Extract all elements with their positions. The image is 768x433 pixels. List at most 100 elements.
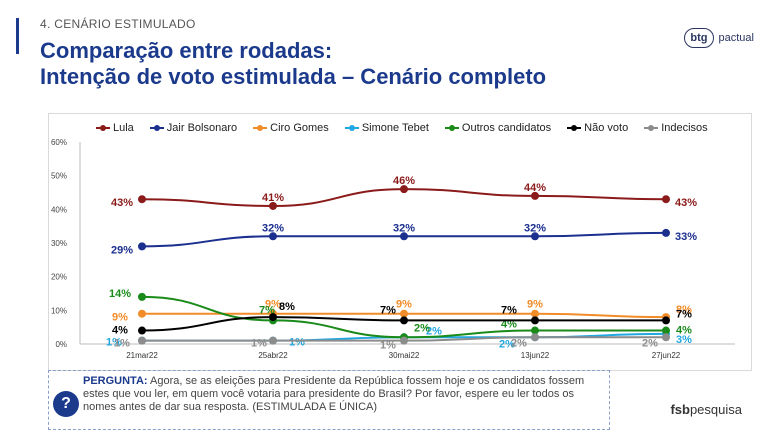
section-label: 4. CENÁRIO ESTIMULADO [40,17,196,31]
data-point [269,201,277,210]
data-label: 41% [262,192,284,204]
data-label: 2% [426,325,442,337]
data-label: 44% [524,182,546,194]
x-tick-label: 13jun22 [521,351,550,360]
data-label: 2% [414,322,430,334]
data-point [400,316,408,325]
data-label: 4% [676,325,692,337]
data-point [269,232,277,241]
data-label: 8% [279,301,295,313]
fsb-logo-bold: fsb [670,402,690,417]
data-label: 33% [675,231,697,243]
legend-label: Indecisos [661,122,708,134]
data-point [531,191,539,200]
data-point [531,309,539,318]
data-label: 7% [676,308,692,320]
legend-item: Jair Bolsonaro [149,122,237,134]
y-tick-label: 40% [51,205,67,214]
data-point [400,309,408,318]
question-box: ? PERGUNTA: Agora, se as eleições para P… [48,370,610,430]
data-point [138,292,146,301]
data-label: 2% [511,337,527,349]
title-line-2: Intenção de voto estimulada – Cenário co… [40,64,547,89]
data-label: 2% [499,338,515,350]
accent-bar [16,18,19,54]
data-label: 1% [380,340,396,352]
data-point [138,336,146,345]
legend-label: Outros candidatos [461,122,552,134]
question-body: Agora, se as eleições para Presidente da… [83,375,585,413]
title-line-1: Comparação entre rodadas: [40,38,333,63]
btg-logo-text: pactual [718,32,754,44]
data-label: 7% [501,304,517,316]
data-point [138,309,146,318]
legend-label: Não voto [584,122,629,134]
data-point [269,336,277,345]
data-label: 32% [524,222,546,234]
data-point [400,232,408,241]
question-icon: ? [53,391,79,417]
x-tick-label: 21mar22 [126,351,158,360]
data-label: 29% [111,244,133,256]
legend-item: Outros candidatos [444,122,552,134]
data-point [662,316,670,325]
legend-item: Ciro Gomes [253,122,329,134]
y-tick-label: 50% [51,172,67,181]
y-tick-label: 20% [51,273,67,282]
data-point [138,242,146,251]
data-label: 32% [393,222,415,234]
legend-item: Indecisos [644,122,708,134]
data-label: 1% [251,338,267,350]
legend-swatch [344,124,359,132]
legend-label: Ciro Gomes [270,122,329,134]
question-text: PERGUNTA: Agora, se as eleições para Pre… [83,375,603,414]
data-point [138,195,146,204]
x-tick-label: 25abr22 [258,351,288,360]
data-label: 2% [642,337,658,349]
data-point [400,336,408,345]
y-tick-label: 10% [51,306,67,315]
data-label: 43% [111,197,133,209]
fsb-logo-rest: pesquisa [689,402,742,417]
data-label: 4% [501,319,517,331]
y-tick-label: 30% [51,239,67,248]
chart-legend: Lula Jair Bolsonaro Ciro Gomes Simone Tebet… [96,122,708,134]
x-tick-label: 27jun22 [652,351,681,360]
legend-item: Não voto [567,122,628,134]
data-label: 1% [106,337,122,349]
data-label: 46% [393,175,415,187]
y-tick-label: 0% [55,340,67,349]
data-label: 9% [527,299,543,311]
legend-swatch [96,124,110,132]
data-point [531,333,539,342]
data-label: 7% [380,304,396,316]
legend-swatch [567,124,582,132]
legend-label: Simone Tebet [361,122,429,134]
legend-swatch [149,124,164,132]
data-label: 4% [112,325,128,337]
data-label: 1% [114,338,130,350]
btg-logo: btg pactual [684,28,754,48]
y-tick-label: 60% [51,138,67,147]
data-point [138,326,146,335]
data-point [269,313,277,322]
btg-logo-mark: btg [684,28,714,48]
data-point [531,326,539,335]
data-point [531,316,539,325]
x-tick-label: 30mai22 [389,351,420,360]
data-label: 9% [112,312,128,324]
legend-swatch [444,124,459,132]
data-point [662,326,670,335]
data-point [531,232,539,241]
legend-item: Simone Tebet [344,122,429,134]
legend-swatch [644,124,659,132]
data-label: 32% [262,222,284,234]
data-label: 8% [676,304,692,316]
question-label: PERGUNTA: [83,375,148,387]
data-point [662,333,670,342]
data-point [662,228,670,237]
fsb-logo: fsbpesquisa [670,402,742,417]
legend-swatch [253,124,268,132]
data-label: 7% [259,304,275,316]
